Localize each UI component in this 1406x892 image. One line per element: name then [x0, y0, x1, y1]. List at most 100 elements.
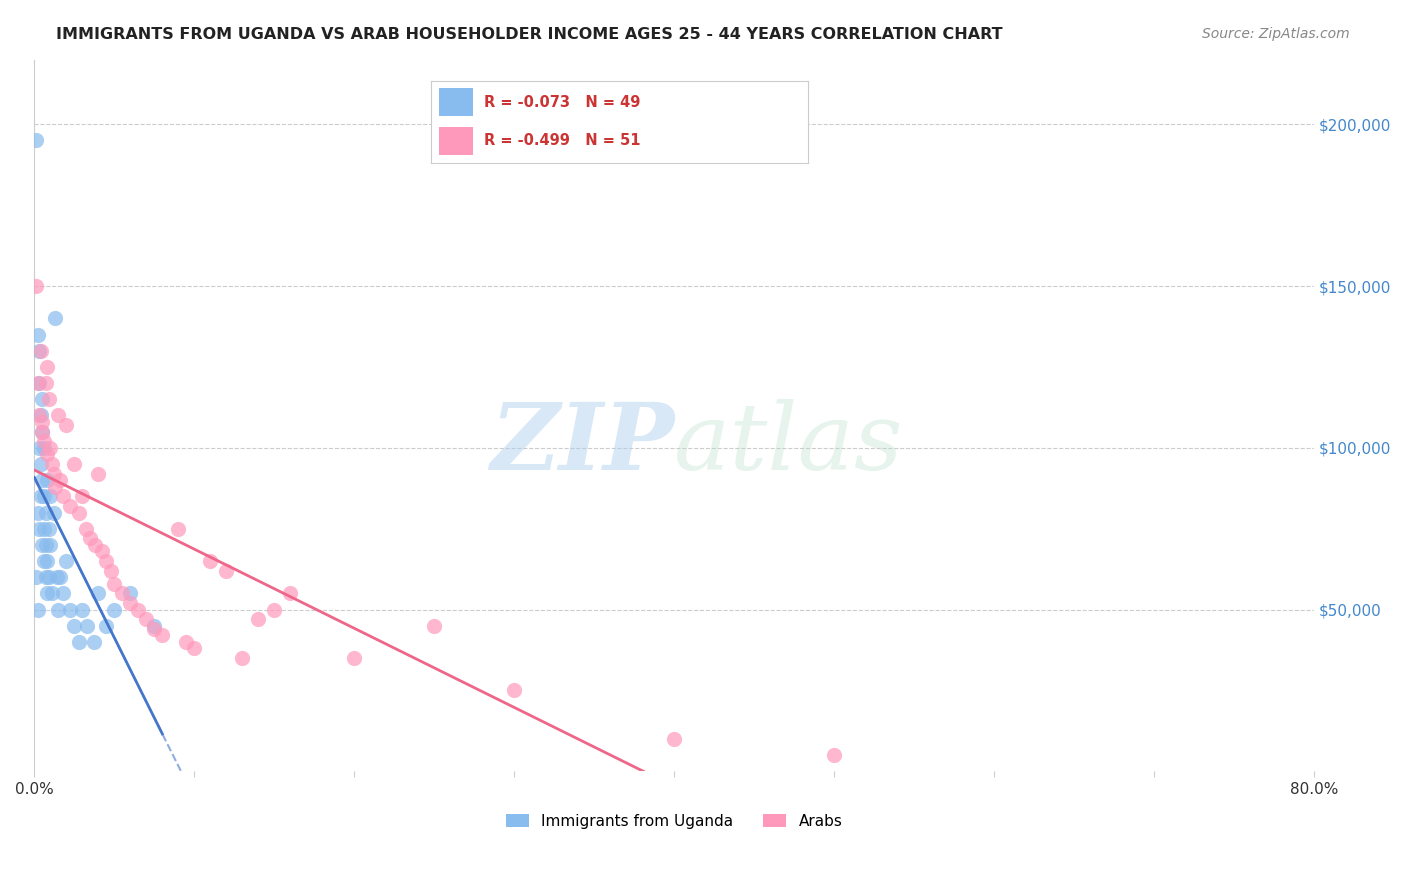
Point — [58, 499, 80, 513]
Point — [25, 133, 48, 147]
Point — [55, 418, 77, 433]
Point — [503, 683, 526, 698]
Point — [31, 473, 53, 487]
Point — [278, 586, 301, 600]
Point — [100, 564, 122, 578]
Point — [343, 651, 366, 665]
Point — [25, 279, 48, 293]
Point — [52, 489, 75, 503]
Point — [37, 586, 59, 600]
Point — [38, 392, 60, 407]
Point — [143, 622, 166, 636]
Point — [28, 343, 51, 358]
Point — [32, 522, 55, 536]
Point — [111, 586, 134, 600]
Point — [87, 467, 110, 481]
Point — [90, 544, 112, 558]
Point — [63, 619, 86, 633]
Point — [27, 506, 49, 520]
Point — [143, 619, 166, 633]
Point — [31, 392, 53, 407]
Point — [34, 570, 56, 584]
Point — [31, 538, 53, 552]
Point — [55, 554, 77, 568]
Point — [31, 425, 53, 439]
Point — [32, 434, 55, 449]
Point — [32, 554, 55, 568]
Point — [27, 602, 49, 616]
Point — [37, 473, 59, 487]
Point — [30, 343, 52, 358]
Point — [48, 409, 70, 423]
Point — [37, 359, 59, 374]
Point — [200, 554, 222, 568]
Point — [28, 441, 51, 455]
Point — [42, 467, 65, 481]
Point — [30, 489, 52, 503]
Point — [120, 586, 142, 600]
Point — [25, 570, 48, 584]
Point — [45, 570, 67, 584]
Point — [662, 731, 685, 746]
Point — [27, 327, 49, 342]
Point — [183, 641, 205, 656]
Point — [34, 376, 56, 391]
Point — [31, 425, 53, 439]
Point — [150, 628, 173, 642]
Point — [38, 522, 60, 536]
Point — [39, 489, 62, 503]
Point — [31, 415, 53, 429]
Legend: Immigrants from Uganda, Arabs: Immigrants from Uganda, Arabs — [499, 807, 849, 835]
Point — [30, 457, 52, 471]
Point — [39, 538, 62, 552]
Point — [28, 522, 51, 536]
Point — [167, 522, 190, 536]
Point — [58, 602, 80, 616]
Point — [75, 522, 97, 536]
Point — [96, 619, 118, 633]
Text: ZIP: ZIP — [489, 399, 673, 489]
Point — [28, 376, 51, 391]
Point — [127, 602, 149, 616]
Point — [72, 602, 94, 616]
Point — [37, 447, 59, 461]
Point — [38, 570, 60, 584]
Text: Source: ZipAtlas.com: Source: ZipAtlas.com — [1202, 27, 1350, 41]
Point — [76, 619, 98, 633]
Point — [263, 602, 285, 616]
Point — [32, 489, 55, 503]
Point — [39, 441, 62, 455]
Point — [215, 564, 238, 578]
Point — [96, 554, 118, 568]
Point — [27, 376, 49, 391]
Text: IMMIGRANTS FROM UGANDA VS ARAB HOUSEHOLDER INCOME AGES 25 - 44 YEARS CORRELATION: IMMIGRANTS FROM UGANDA VS ARAB HOUSEHOLD… — [56, 27, 1002, 42]
Point — [103, 602, 125, 616]
Point — [176, 635, 198, 649]
Point — [83, 635, 105, 649]
Point — [52, 586, 75, 600]
Point — [103, 576, 125, 591]
Point — [87, 586, 110, 600]
Point — [423, 619, 446, 633]
Point — [67, 635, 90, 649]
Point — [28, 409, 51, 423]
Point — [63, 457, 86, 471]
Point — [41, 586, 63, 600]
Text: atlas: atlas — [673, 399, 904, 489]
Point — [247, 612, 270, 626]
Point — [41, 457, 63, 471]
Point — [135, 612, 157, 626]
Point — [79, 532, 101, 546]
Point — [32, 441, 55, 455]
Point — [49, 570, 72, 584]
Point — [48, 602, 70, 616]
Point — [84, 538, 107, 552]
Point — [34, 538, 56, 552]
Point — [120, 596, 142, 610]
Point — [44, 311, 66, 326]
Point — [44, 480, 66, 494]
Point — [42, 506, 65, 520]
Point — [30, 409, 52, 423]
Point — [823, 748, 845, 763]
Point — [231, 651, 253, 665]
